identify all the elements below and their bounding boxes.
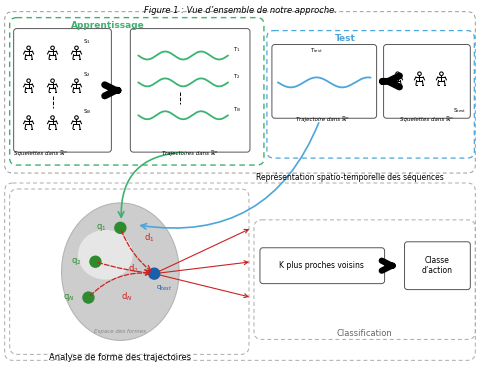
Text: S$_N$: S$_N$ [84, 107, 92, 116]
Text: S$_{test}$: S$_{test}$ [454, 106, 467, 115]
Text: q$_{test}$: q$_{test}$ [156, 284, 172, 293]
Text: Squelettes dans ℝⁿ: Squelettes dans ℝⁿ [14, 150, 67, 156]
Text: Représentation spatio-temporelle des séquences: Représentation spatio-temporelle des séq… [256, 172, 444, 181]
Circle shape [149, 268, 160, 279]
Text: Espace des formes: Espace des formes [95, 329, 146, 335]
Text: T$_N$: T$_N$ [233, 105, 241, 114]
Text: Squelettes dans ℝⁿ: Squelettes dans ℝⁿ [400, 116, 453, 122]
FancyBboxPatch shape [130, 29, 250, 152]
Text: d$_2$: d$_2$ [128, 263, 138, 275]
FancyBboxPatch shape [384, 45, 470, 118]
Text: Classe
d’action: Classe d’action [422, 256, 453, 275]
Circle shape [90, 256, 101, 267]
Text: T$_1$: T$_1$ [233, 46, 240, 54]
Text: K plus proches voisins: K plus proches voisins [279, 261, 364, 270]
Ellipse shape [78, 230, 133, 280]
Text: q$_N$: q$_N$ [63, 292, 74, 303]
Text: Analyse de forme des trajectoires: Analyse de forme des trajectoires [49, 353, 192, 362]
Ellipse shape [61, 203, 179, 340]
Text: Figure 1 : Vue d’ensemble de notre approche.: Figure 1 : Vue d’ensemble de notre appro… [144, 6, 336, 15]
Text: Classification: Classification [337, 329, 393, 339]
FancyBboxPatch shape [405, 242, 470, 290]
Text: d$_N$: d$_N$ [120, 291, 132, 303]
Text: Trajectoire dans ℝⁿ: Trajectoire dans ℝⁿ [296, 116, 348, 122]
Text: S$_2$: S$_2$ [84, 70, 91, 79]
Text: S$_1$: S$_1$ [84, 38, 91, 46]
Text: T$_{test}$: T$_{test}$ [310, 46, 323, 56]
Text: Test: Test [335, 33, 356, 43]
Text: Apprentissage: Apprentissage [71, 21, 144, 29]
Text: q$_1$: q$_1$ [96, 222, 107, 233]
Circle shape [83, 292, 94, 303]
FancyBboxPatch shape [13, 29, 111, 152]
Text: d$_1$: d$_1$ [144, 232, 155, 244]
Text: q$_2$: q$_2$ [71, 256, 82, 267]
Circle shape [115, 222, 126, 233]
FancyBboxPatch shape [272, 45, 377, 118]
FancyBboxPatch shape [260, 248, 384, 284]
Text: T$_2$: T$_2$ [233, 72, 240, 81]
Text: Trajectoires dans ℝⁿ: Trajectoires dans ℝⁿ [162, 150, 218, 156]
